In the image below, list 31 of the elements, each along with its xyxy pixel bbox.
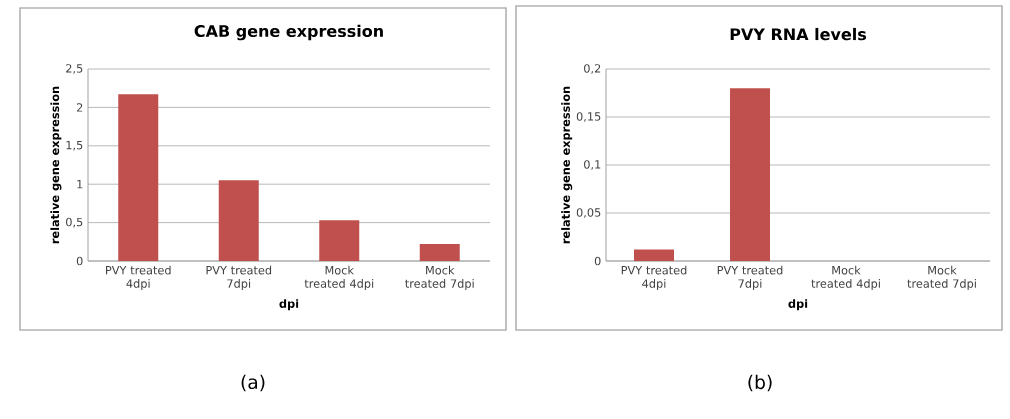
chart-title: PVY RNA levels	[730, 27, 867, 41]
x-tick-label: Mock treated 7dpi	[907, 265, 976, 291]
y-tick-label: 2	[76, 103, 83, 112]
y-tick-label: 1	[77, 180, 83, 189]
chart-title: CAB gene expression	[194, 24, 383, 41]
y-tick-label: 0,15	[576, 112, 601, 122]
y-axis-title: relative gene expression	[561, 86, 573, 244]
x-tick-label: Mock treated 7dpi	[405, 265, 474, 291]
y-tick-label: 0,2	[584, 64, 601, 74]
y-tick-label: 0,1	[584, 160, 601, 170]
y-tick-label: 1,5	[66, 141, 83, 151]
x-tick-label: Mock treated 4dpi	[811, 265, 880, 291]
text: (a)	[241, 374, 265, 392]
bar	[419, 244, 460, 261]
x-tick-label: Mock treated 4dpi	[304, 265, 374, 291]
y-tick-label: 0,5	[66, 217, 83, 228]
x-axis-title: dpi	[279, 299, 299, 311]
bar	[319, 220, 360, 261]
bar	[218, 180, 259, 261]
x-tick-label: PVY treated 7dpi	[206, 265, 272, 291]
y-tick-label: 0,05	[576, 208, 601, 218]
x-tick-label: PVY treated 7dpi	[717, 265, 783, 291]
y-tick-label: 0	[76, 256, 83, 266]
x-tick-label: PVY treated 4dpi	[106, 265, 171, 291]
x-tick-label: PVY treated 4dpi	[621, 265, 687, 291]
y-tick-label: 2,5	[66, 64, 83, 74]
bar	[118, 94, 159, 261]
y-tick-label: 0	[594, 256, 601, 266]
x-axis-title: dpi	[788, 299, 808, 311]
text: (b)	[748, 374, 772, 392]
y-axis-title: relative gene expression	[50, 86, 62, 244]
